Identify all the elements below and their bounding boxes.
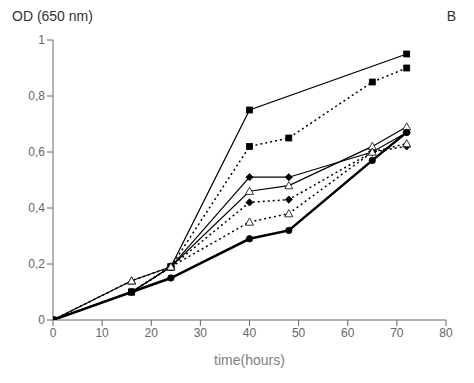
svg-text:0,4: 0,4 <box>28 201 45 215</box>
html-text:B: B <box>446 8 456 24</box>
svg-text:0,8: 0,8 <box>28 89 45 103</box>
svg-text:60: 60 <box>341 326 355 340</box>
svg-text:10: 10 <box>95 326 109 340</box>
svg-text:0,2: 0,2 <box>28 257 45 271</box>
svg-text:20: 20 <box>145 326 159 340</box>
svg-text:0,6: 0,6 <box>28 145 45 159</box>
svg-text:time(hours): time(hours) <box>214 352 285 368</box>
svg-text:0: 0 <box>38 313 45 327</box>
svg-text:30: 30 <box>194 326 208 340</box>
html-text:OD (650 nm): OD (650 nm) <box>12 8 93 24</box>
svg-text:70: 70 <box>390 326 404 340</box>
svg-text:80: 80 <box>439 326 453 340</box>
svg-text:50: 50 <box>292 326 306 340</box>
svg-text:40: 40 <box>243 326 257 340</box>
svg-text:1: 1 <box>38 33 45 47</box>
svg-text:0: 0 <box>50 326 57 340</box>
